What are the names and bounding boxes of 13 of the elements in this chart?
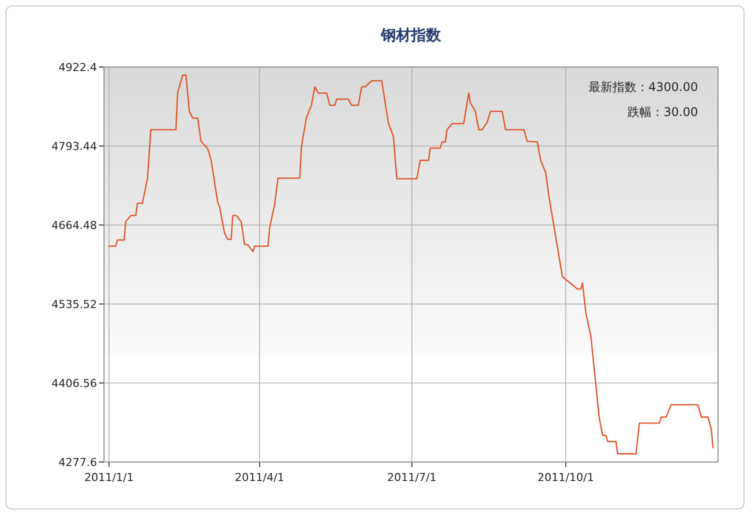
ytick-label: 4793.44 [52,140,97,153]
xtick-label: 2011/1/1 [84,471,134,484]
annotation: 跌幅：30.00 [628,105,698,119]
ytick-label: 4406.56 [52,377,97,390]
title: 钢材指数 [381,26,441,44]
xtick-label: 2011/10/1 [538,471,594,484]
ytick-label: 4922.4 [58,61,97,74]
annotation: 最新指数：4300.00 [588,80,698,94]
ytick-label: 4535.52 [52,298,97,311]
xtick-label: 2011/4/1 [234,471,284,484]
ytick-label: 4277.6 [58,456,97,469]
ytick-label: 4664.48 [52,219,97,232]
xtick-label: 2011/7/1 [387,471,437,484]
